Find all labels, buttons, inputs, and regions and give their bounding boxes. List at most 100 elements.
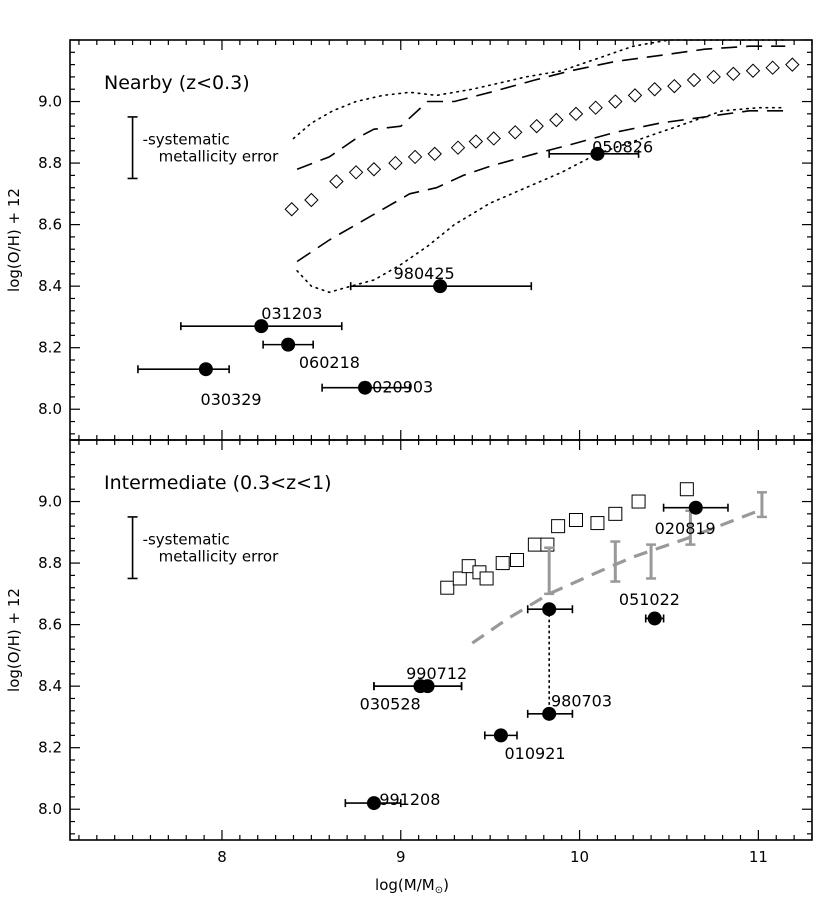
data-label: 010921 [504,744,565,763]
diamond-marker [529,118,544,134]
panel-intermediate: 8.0 8.2 8.4 8.6 8.8 9.0 log(O/H) + 12 Intermedi… [5,439,813,866]
dotted-envelope-lower [296,106,787,294]
diamond-marker [507,125,523,140]
square-marker [440,580,455,595]
data-label: 030329 [201,390,262,409]
data-point [198,362,213,377]
data-label: 980703 [551,692,612,711]
data-label: 050826 [592,138,653,157]
diamond-marker [348,165,364,180]
diamond-marker [468,134,484,149]
data-point [542,706,557,721]
diamond-marker [627,88,643,103]
square-marker [495,556,510,571]
x-axis-label: log(M/M⊙) [375,876,449,896]
diamond-marker [427,146,442,162]
y-tick-label: 9.0 [38,493,62,511]
data-point [254,319,269,334]
systematic-error-label: metallicity error [159,148,280,166]
y-tick-label: 8.6 [38,616,62,634]
plot-frame [69,39,813,441]
square-marker [590,516,605,531]
y-tick-label: 8.8 [38,154,62,172]
diamond-marker [726,66,741,82]
y-axis-label: log(O/H) + 12 [5,188,23,292]
data-point [358,380,373,395]
square-marker [509,553,524,567]
data-point [647,611,662,626]
data-label: 991208 [379,790,440,809]
x-tick-label: 11 [749,848,768,866]
data-label: 051022 [619,590,680,609]
y-axis-label: log(O/H) + 12 [5,588,23,692]
diamond-marker [686,72,702,88]
diamond-marker [304,192,319,208]
y-tick-label: 8.2 [38,739,62,757]
diamond-marker [366,162,382,177]
diamond-marker [785,57,800,72]
diamond-marker [745,63,761,78]
diamond-marker [284,202,299,217]
y-tick-label: 8.0 [38,400,62,418]
data-label: 031203 [261,304,322,323]
data-label: 020903 [372,378,433,397]
panel-nearby: 8.0 8.2 8.4 8.6 8.8 9.0 log(O/H) + 12 Nearby (z… [5,39,813,441]
square-marker [540,537,555,552]
data-point [688,500,703,515]
y-tick-label: 8.6 [38,216,62,234]
dotted-envelope-upper [292,39,787,140]
diamond-marker [706,69,721,85]
square-marker [679,482,694,497]
y-tick-label: 8.0 [38,800,62,818]
data-point [281,337,296,352]
systematic-error-label: -systematic [143,131,230,149]
data-label: 060218 [299,353,360,372]
diamond-marker [450,140,466,155]
diamond-marker [765,60,780,75]
diamond-marker [329,174,344,189]
gray-dashed-relation [471,509,759,645]
plot-frame [69,439,813,841]
data-label: 020819 [655,519,716,538]
data-label: 980425 [394,264,455,283]
x-tick-label: 10 [570,848,589,866]
y-tick-label: 9.0 [38,93,62,111]
diamond-marker [388,155,403,171]
panel-title: Intermediate (0.3<z<1) [104,472,332,494]
dashed-envelope-lower [296,110,786,263]
diamond-marker [667,78,682,94]
diamond-marker [647,82,662,97]
data-point [542,602,557,617]
diamond-marker [608,94,623,109]
square-marker [631,494,646,509]
square-marker [551,519,566,534]
x-tick-label: 9 [396,848,406,866]
diamond-marker [486,131,501,146]
panel-title: Nearby (z<0.3) [104,72,250,94]
square-marker [608,506,623,521]
diamond-marker [549,112,564,128]
x-tick-label: 8 [217,848,227,866]
y-tick-label: 8.4 [38,277,62,295]
diamond-marker [588,100,603,115]
y-tick-label: 8.8 [38,554,62,572]
data-label: 990712 [406,664,467,683]
dashed-envelope-upper [296,45,786,170]
systematic-error-label: metallicity error [159,548,280,566]
square-marker [527,537,542,552]
data-point [366,796,381,811]
square-marker [479,571,494,586]
y-tick-label: 8.2 [38,339,62,357]
square-marker [568,513,583,527]
data-point [433,279,448,294]
data-label: 030528 [360,695,421,714]
diamond-marker [568,106,584,122]
data-point [413,679,428,694]
diamond-marker [407,149,423,165]
systematic-error-label: -systematic [143,531,230,549]
y-tick-label: 8.4 [38,677,62,695]
data-point [493,728,508,743]
square-marker [452,571,467,586]
data-point [590,146,605,161]
